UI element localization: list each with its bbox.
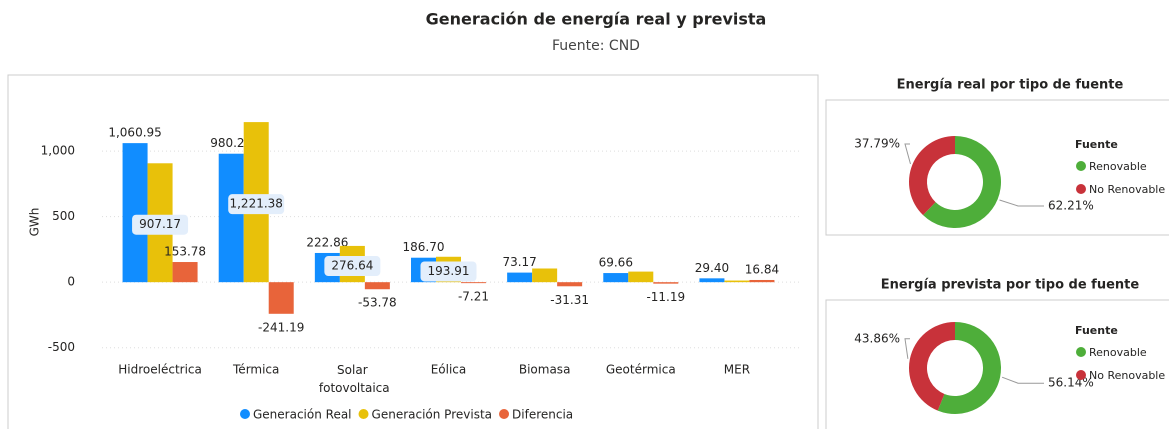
bar — [532, 268, 558, 283]
bar — [268, 282, 294, 314]
legend-swatch — [499, 409, 510, 419]
legend-title: Fuente — [1075, 138, 1118, 151]
label-bg — [324, 256, 381, 277]
legend-label: Diferencia — [512, 408, 573, 422]
data-label: 153.78 — [164, 245, 206, 259]
bar — [749, 279, 775, 283]
donut-segment — [908, 136, 955, 216]
legend-label: Renovable — [1089, 160, 1147, 173]
legend-swatch — [1076, 370, 1086, 380]
bar — [122, 143, 148, 283]
leader-line — [904, 143, 911, 165]
donut-label: 56.14% — [1048, 376, 1094, 390]
donut-title: Energía prevista por tipo de fuente — [881, 278, 1140, 293]
legend-label: No Renovable — [1089, 183, 1165, 196]
donut-panel — [825, 299, 1169, 429]
chart-subtitle: Fuente: CND — [552, 38, 640, 54]
donut-label: 37.79% — [854, 137, 900, 151]
bar — [507, 272, 533, 283]
data-label: 16.84 — [745, 262, 779, 276]
y-tick-label: 500 — [52, 209, 75, 223]
data-label: 276.64 — [331, 259, 373, 273]
data-label: 980.20 — [210, 136, 252, 150]
data-label: 222.86 — [306, 235, 348, 249]
leader-line — [999, 199, 1044, 207]
legend-swatch — [1076, 347, 1086, 357]
donut-title: Energía real por tipo de fuente — [897, 78, 1124, 93]
x-tick-label: Térmica — [232, 363, 279, 377]
y-tick-label: -500 — [48, 340, 75, 354]
legend-swatch — [1076, 184, 1086, 194]
bar — [603, 273, 629, 283]
y-tick-label: 1,000 — [41, 144, 75, 158]
data-label: 193.91 — [428, 264, 470, 278]
label-bg — [132, 214, 189, 235]
x-tick-label: Solar fotovoltaica — [315, 363, 390, 395]
bar — [699, 278, 725, 283]
bar — [364, 282, 390, 290]
data-label: 1,060.95 — [108, 126, 161, 140]
x-tick-label: Eólica — [431, 363, 467, 377]
data-label: -31.31 — [550, 293, 589, 307]
leader-line — [1001, 376, 1044, 384]
y-tick-label: 0 — [67, 275, 75, 289]
donut-segment — [909, 322, 955, 411]
legend-label: Generación Real — [253, 408, 352, 422]
data-label: 69.66 — [599, 256, 633, 270]
label-bg — [420, 261, 477, 282]
legend-label: Renovable — [1089, 346, 1147, 359]
bar — [172, 262, 198, 283]
donut-panel — [825, 99, 1169, 236]
legend-swatch — [1076, 161, 1086, 171]
legend-title: Fuente — [1075, 324, 1118, 337]
donut-label: 62.21% — [1048, 198, 1094, 212]
x-tick-label: Geotérmica — [606, 363, 676, 377]
legend-swatch — [358, 409, 369, 419]
data-label: -7.21 — [458, 290, 489, 304]
legend-label: Generación Prevista — [372, 408, 492, 422]
donut-segment — [923, 136, 1001, 228]
data-label: 907.17 — [139, 217, 181, 231]
bar — [653, 282, 679, 284]
data-label: 186.70 — [403, 240, 445, 254]
legend-swatch — [240, 409, 250, 419]
donut-label: 43.86% — [854, 331, 900, 345]
data-label: -53.78 — [358, 296, 397, 310]
x-tick-label: MER — [724, 363, 750, 377]
legend-label: No Renovable — [1089, 369, 1165, 382]
donut-segment — [937, 322, 1002, 415]
bar — [218, 153, 244, 283]
x-tick-line: Solar — [337, 363, 368, 377]
x-tick-label: Biomasa — [519, 363, 571, 377]
label-bg — [228, 194, 285, 215]
leader-line — [904, 338, 910, 359]
chart-title: Generación de energía real y prevista — [426, 10, 767, 29]
x-tick-label: Hidroeléctrica — [118, 363, 202, 377]
data-label: -11.19 — [646, 290, 685, 304]
bar — [557, 282, 583, 287]
data-label: 73.17 — [502, 255, 536, 269]
bar — [461, 282, 486, 284]
bar-panel — [7, 74, 819, 429]
bar — [628, 271, 654, 283]
data-label: 29.40 — [695, 261, 729, 275]
y-axis-label: GWh — [28, 208, 42, 237]
bar — [724, 280, 750, 283]
x-tick-line: fotovoltaica — [315, 381, 390, 395]
data-label: 1,221.38 — [229, 197, 282, 211]
data-label: -241.19 — [258, 320, 304, 334]
